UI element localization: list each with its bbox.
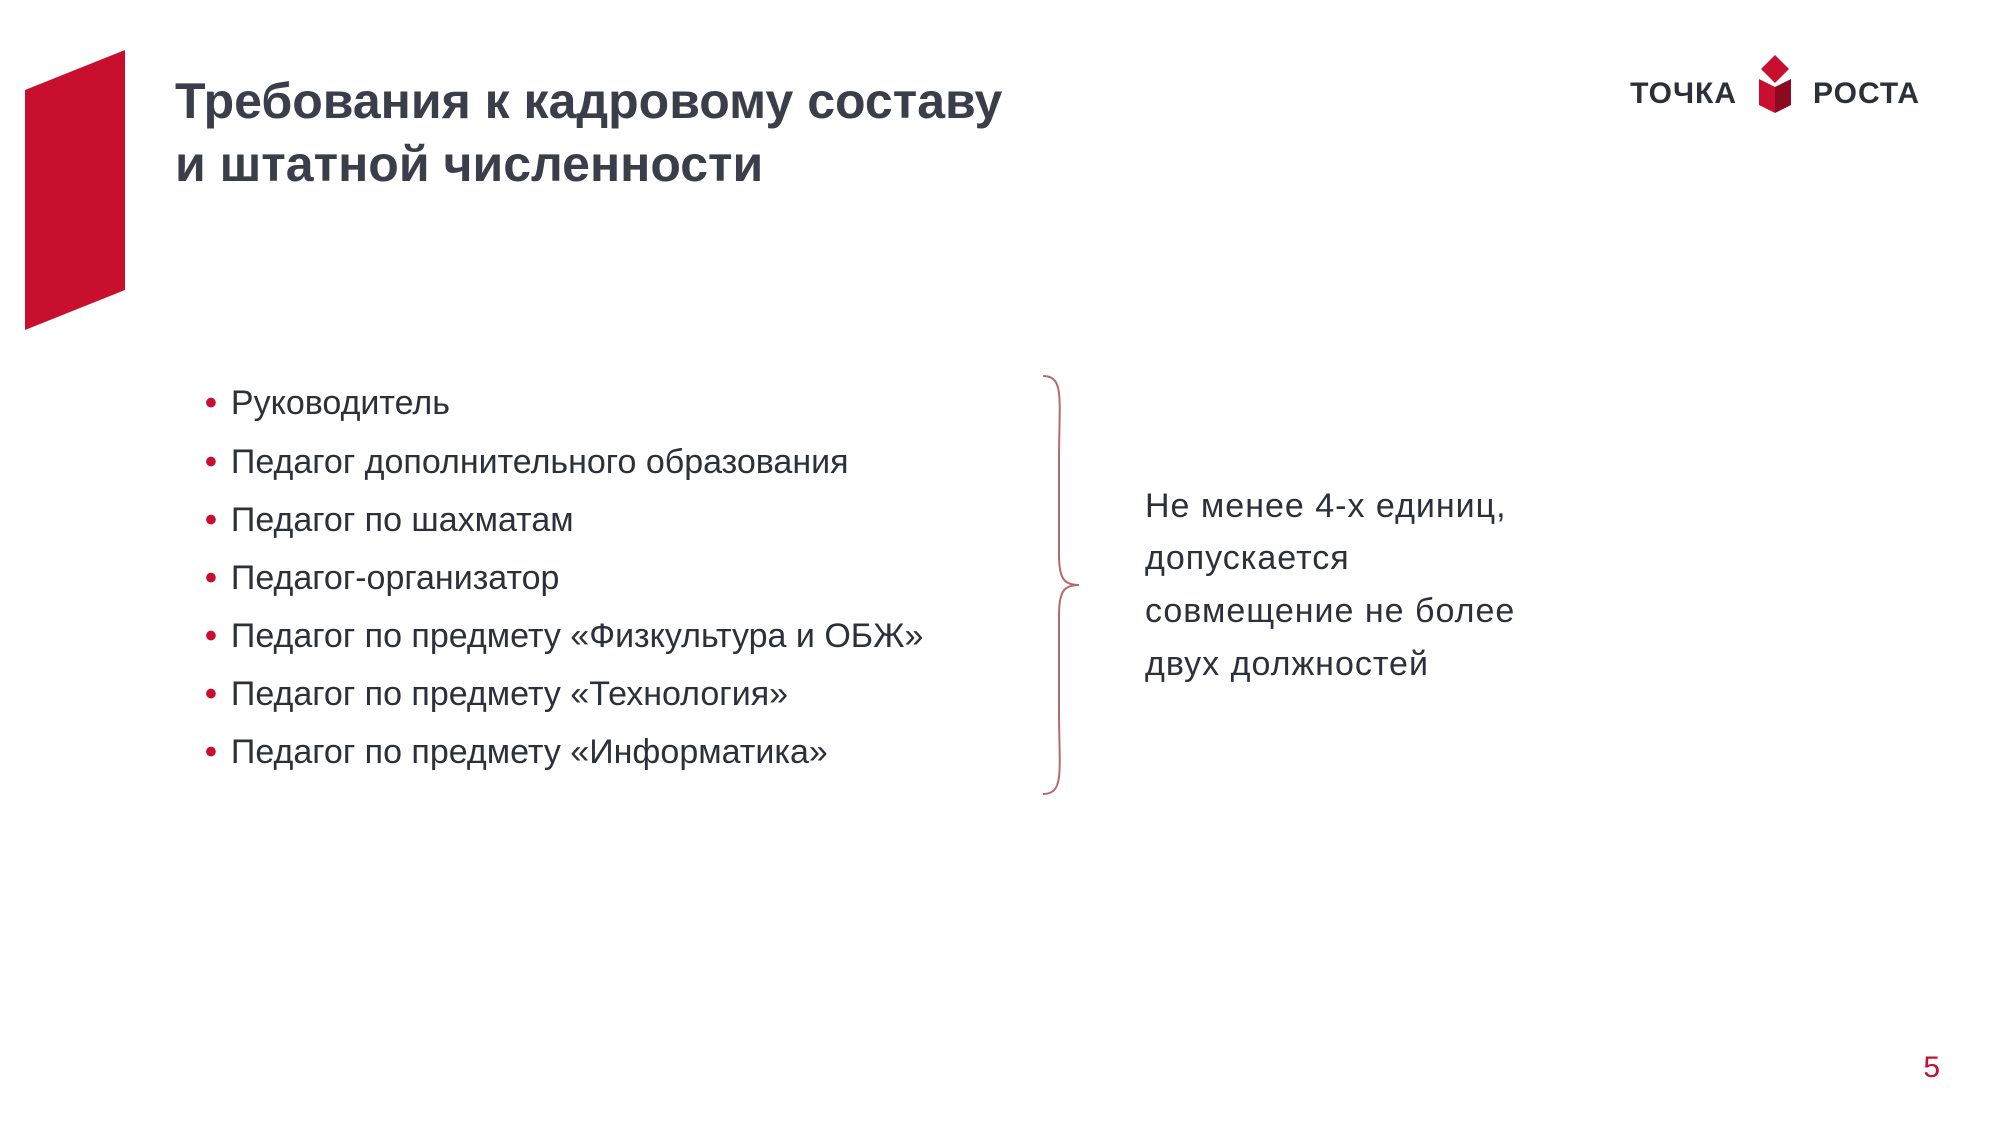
bullet-text: Педагог по предмету «Технология» xyxy=(231,672,788,716)
list-item: • Педагог по предмету «Информатика» xyxy=(205,730,1005,774)
bullet-marker-icon: • xyxy=(205,561,217,595)
list-item: • Педагог по шахматам xyxy=(205,498,1005,542)
title-line-2: и штатной численности xyxy=(175,133,1002,196)
list-item: • Педагог-организатор xyxy=(205,556,1005,600)
logo-text-right: РОСТА xyxy=(1813,77,1920,111)
growth-leaf-icon xyxy=(1749,55,1801,132)
bullet-text: Педагог-организатор xyxy=(231,556,560,600)
bullet-marker-icon: • xyxy=(205,735,217,769)
title-line-1: Требования к кадровому составу xyxy=(175,70,1002,133)
bullet-marker-icon: • xyxy=(205,503,217,537)
curly-brace-icon xyxy=(1035,370,1085,800)
logo: ТОЧКА РОСТА xyxy=(1630,55,1920,132)
bullet-text: Педагог по предмету «Физкультура и ОБЖ» xyxy=(231,614,923,658)
bullet-text: Педагог дополнительного образования xyxy=(231,440,849,484)
bullet-marker-icon: • xyxy=(205,386,217,420)
list-item: • Руководитель xyxy=(205,381,1005,425)
bullet-marker-icon: • xyxy=(205,677,217,711)
list-item: • Педагог по предмету «Технология» xyxy=(205,672,1005,716)
logo-text-left: ТОЧКА xyxy=(1630,77,1737,111)
bullet-marker-icon: • xyxy=(205,445,217,479)
bullet-text: Педагог по шахматам xyxy=(231,498,574,542)
accent-shape xyxy=(25,50,125,330)
content-area: • Руководитель • Педагог дополнительного… xyxy=(205,370,1545,800)
side-note: Не менее 4-х единиц, допускается совмеще… xyxy=(1115,480,1545,691)
bullet-text: Педагог по предмету «Информатика» xyxy=(231,730,828,774)
bullet-marker-icon: • xyxy=(205,619,217,653)
page-number: 5 xyxy=(1923,1051,1940,1085)
list-item: • Педагог по предмету «Физкультура и ОБЖ… xyxy=(205,614,1005,658)
list-item: • Педагог дополнительного образования xyxy=(205,440,1005,484)
slide-title: Требования к кадровому составу и штатной… xyxy=(175,70,1002,195)
bullet-text: Руководитель xyxy=(231,381,450,425)
bullet-list: • Руководитель • Педагог дополнительного… xyxy=(205,381,1005,788)
